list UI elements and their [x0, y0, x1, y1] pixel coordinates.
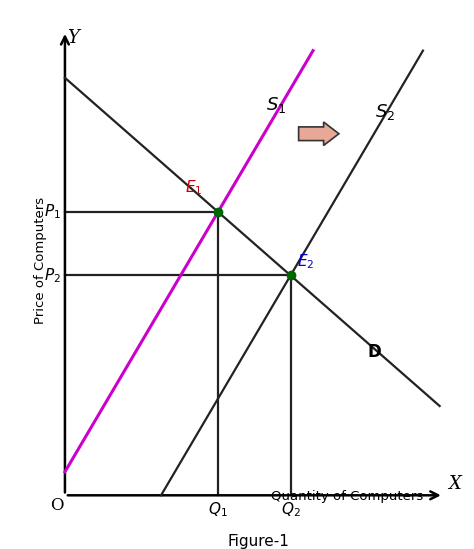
Text: Price of Computers: Price of Computers — [34, 197, 47, 324]
Text: $E_2$: $E_2$ — [297, 252, 314, 271]
Text: $Q_1$: $Q_1$ — [208, 500, 228, 519]
FancyArrow shape — [299, 122, 339, 145]
Text: $Q_2$: $Q_2$ — [281, 500, 301, 519]
Text: Quantity of Computers: Quantity of Computers — [271, 490, 423, 503]
Text: $S_2$: $S_2$ — [375, 102, 395, 122]
Text: Figure-1: Figure-1 — [228, 534, 289, 549]
Text: X: X — [447, 475, 461, 493]
Text: O: O — [50, 497, 64, 514]
Text: $P_2$: $P_2$ — [44, 266, 61, 285]
Text: Y: Y — [67, 29, 79, 47]
Text: $S_1$: $S_1$ — [266, 95, 287, 115]
Text: $P_1$: $P_1$ — [44, 203, 61, 221]
Text: $E_1$: $E_1$ — [184, 178, 202, 197]
Text: $\mathbf{D}$: $\mathbf{D}$ — [367, 344, 382, 361]
